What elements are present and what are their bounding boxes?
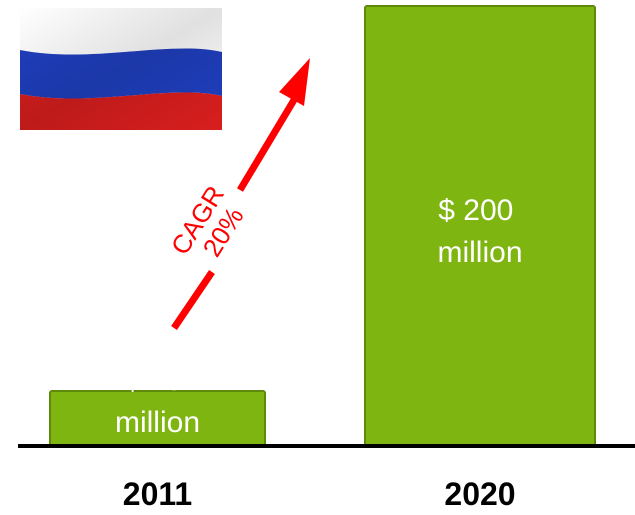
arrow-upper-segment <box>236 98 298 192</box>
bar-value-label-2011: $ 25 million <box>115 364 200 439</box>
flag-shading <box>20 8 222 130</box>
x-tick-label-2011: 2011 <box>123 476 192 512</box>
cagr-arrow <box>171 58 310 330</box>
bar-value-unit: million <box>437 236 522 269</box>
bar-value-unit: million <box>115 406 200 439</box>
bar-value-amount: $ 25 <box>124 364 182 397</box>
bar-value-label-2020: $ 200 million <box>437 194 522 269</box>
arrow-lower-segment <box>171 270 215 330</box>
x-tick-label-2020: 2020 <box>444 476 515 512</box>
russia-flag-icon <box>20 8 222 130</box>
arrow-head-icon <box>279 58 310 106</box>
bar-value-amount: $ 200 <box>438 194 513 227</box>
